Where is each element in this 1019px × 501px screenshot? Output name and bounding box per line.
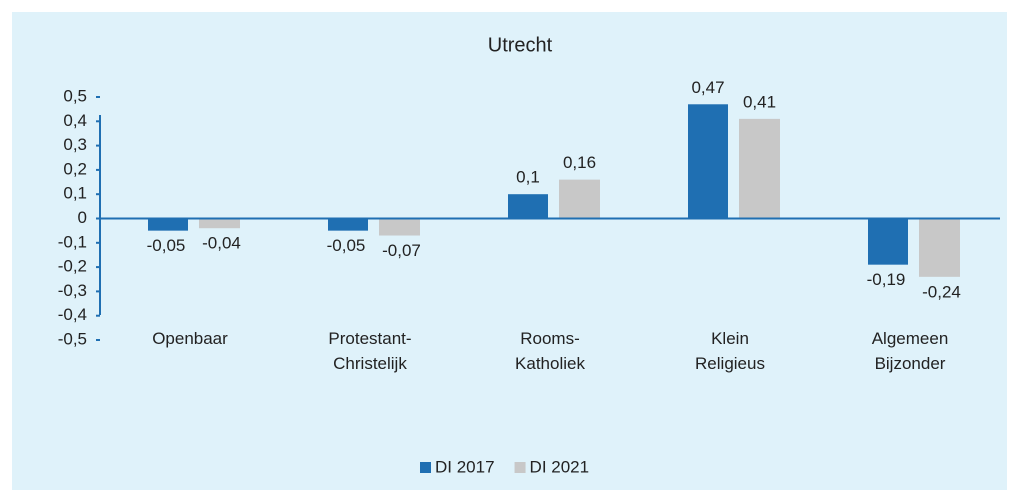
bar (199, 218, 240, 229)
data-label: 0,16 (563, 153, 596, 172)
legend-swatch (420, 462, 431, 473)
legend-label: DI 2021 (530, 457, 590, 476)
data-label: 0,41 (743, 92, 776, 111)
data-label: -0,05 (147, 236, 186, 255)
y-tick-label: -0,3 (58, 281, 87, 300)
x-tick-label: Rooms-Katholiek (515, 329, 585, 373)
y-tick-label: 0,5 (63, 86, 87, 105)
y-tick-label: 0,1 (63, 184, 87, 203)
data-label: -0,19 (867, 270, 906, 289)
x-tick-label: Klein Religieus (695, 329, 765, 373)
y-tick-label: -0,1 (58, 232, 87, 251)
bar (559, 179, 600, 219)
bar (739, 118, 780, 219)
bar (148, 218, 188, 231)
y-tick-label: -0,5 (58, 329, 87, 348)
data-label: 0,1 (516, 168, 540, 187)
y-tick-label: -0,4 (58, 305, 87, 324)
chart-title: Utrecht (488, 34, 553, 56)
x-tick-label: Openbaar (152, 329, 228, 348)
data-label: 0,47 (691, 78, 724, 97)
data-label: -0,05 (327, 236, 366, 255)
bar (379, 218, 420, 236)
data-label: -0,07 (382, 241, 421, 260)
bar (688, 104, 728, 219)
y-tick-label: 0 (78, 208, 87, 227)
bar (328, 218, 368, 231)
y-tick-label: 0,4 (63, 111, 87, 130)
x-tick-label: Algemeen Bijzonder (871, 329, 949, 373)
bar (508, 194, 548, 219)
legend-swatch (514, 462, 526, 473)
bar (868, 218, 908, 265)
y-tick-label: -0,2 (58, 257, 87, 276)
y-tick-label: 0,3 (63, 135, 87, 154)
y-tick-label: 0,2 (63, 159, 87, 178)
x-tick-label: Protestant-Christelijk (328, 329, 412, 373)
chart-background (12, 12, 1007, 490)
data-label: -0,24 (922, 282, 961, 301)
bar (919, 218, 960, 277)
data-label: -0,04 (202, 234, 241, 253)
legend-label: DI 2017 (435, 457, 495, 476)
